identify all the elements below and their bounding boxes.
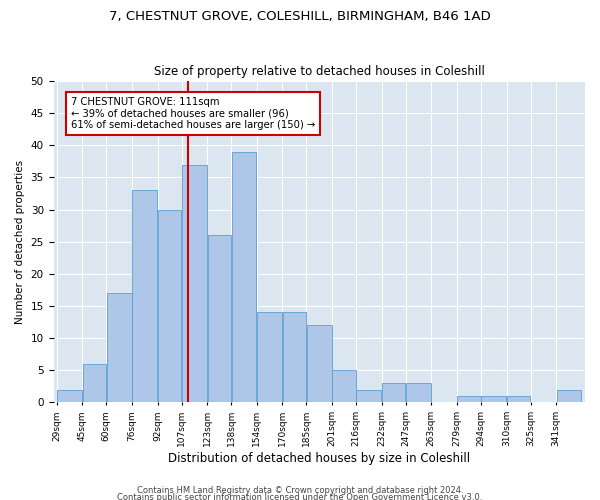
Bar <box>382 383 406 402</box>
Bar <box>133 190 157 402</box>
Bar <box>182 164 207 402</box>
Y-axis label: Number of detached properties: Number of detached properties <box>15 160 25 324</box>
Bar <box>83 364 106 403</box>
Bar <box>557 390 581 402</box>
Text: Contains HM Land Registry data © Crown copyright and database right 2024.: Contains HM Land Registry data © Crown c… <box>137 486 463 495</box>
Bar <box>332 370 356 402</box>
Text: 7, CHESTNUT GROVE, COLESHILL, BIRMINGHAM, B46 1AD: 7, CHESTNUT GROVE, COLESHILL, BIRMINGHAM… <box>109 10 491 23</box>
Bar <box>107 293 131 403</box>
Bar <box>57 390 82 402</box>
X-axis label: Distribution of detached houses by size in Coleshill: Distribution of detached houses by size … <box>168 452 470 465</box>
Bar <box>232 152 256 403</box>
Bar <box>507 396 530 402</box>
Bar <box>307 326 332 402</box>
Bar <box>257 312 282 402</box>
Title: Size of property relative to detached houses in Coleshill: Size of property relative to detached ho… <box>154 66 485 78</box>
Bar <box>406 383 431 402</box>
Bar <box>158 210 181 402</box>
Bar <box>356 390 382 402</box>
Text: 7 CHESTNUT GROVE: 111sqm
← 39% of detached houses are smaller (96)
61% of semi-d: 7 CHESTNUT GROVE: 111sqm ← 39% of detach… <box>71 97 316 130</box>
Bar <box>208 236 231 402</box>
Text: Contains public sector information licensed under the Open Government Licence v3: Contains public sector information licen… <box>118 494 482 500</box>
Bar <box>481 396 506 402</box>
Bar <box>457 396 481 402</box>
Bar <box>283 312 306 402</box>
